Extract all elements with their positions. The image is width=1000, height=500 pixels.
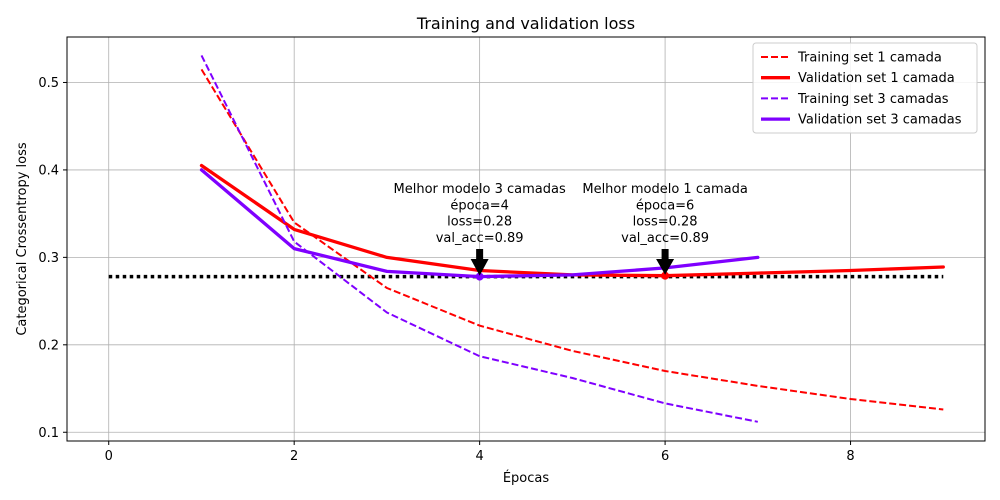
annotation-text-line: loss=0.28 [447, 215, 512, 230]
best-model-arrow [470, 249, 489, 276]
legend-entry: Validation set 3 camadas [798, 113, 962, 128]
x-tick-label: 0 [105, 449, 113, 464]
y-tick-label: 0.1 [38, 426, 59, 441]
annotation-text-line: Melhor modelo 3 camadas [394, 182, 566, 197]
best-model-arrow [656, 249, 675, 275]
y-tick-label: 0.2 [38, 338, 59, 353]
x-axis-label: Épocas [503, 470, 550, 486]
x-tick-label: 4 [475, 449, 483, 464]
y-tick-label: 0.3 [38, 251, 59, 266]
series-line-1 [200, 68, 944, 411]
arrow-shaft [476, 249, 484, 261]
plot-frame [66, 36, 986, 442]
annotations-layer: Melhor modelo 3 camadasépoca=4loss=0.28v… [394, 182, 748, 281]
annotation-text-line: val_acc=0.89 [621, 231, 709, 246]
arrow-shaft [661, 249, 669, 261]
y-axis-label: Categorical Crossentropy loss [15, 142, 30, 336]
annotation-text-line: val_acc=0.89 [436, 231, 524, 246]
x-tick-label: 8 [846, 449, 854, 464]
x-tick-label: 2 [290, 449, 298, 464]
annotation-text-line: época=4 [450, 198, 508, 213]
legend-box [752, 42, 978, 134]
best-model-marker [661, 271, 670, 280]
legend-entry: Training set 3 camadas [797, 92, 949, 107]
annotation-text-line: Melhor modelo 1 camada [582, 182, 747, 197]
y-tick-label: 0.5 [38, 76, 59, 91]
y-tick-label: 0.4 [38, 163, 59, 178]
legend: Training set 1 camada Validation set 1 ca… [752, 42, 978, 134]
annotation-text-line: época=6 [636, 198, 694, 213]
annotation-text-line: loss=0.28 [633, 215, 698, 230]
legend-entry: Validation set 1 camada [798, 71, 955, 86]
x-tick-label: 6 [661, 449, 669, 464]
chart-title: Training and validation loss [416, 14, 635, 33]
arrow-head [470, 259, 489, 276]
best-model-marker [475, 272, 484, 281]
arrow-head [656, 259, 675, 275]
tick-layer: 0 2 4 6 8 0.1 0.2 0.3 0.4 0.5 [38, 76, 854, 464]
legend-entry: Training set 1 camada [797, 51, 942, 66]
